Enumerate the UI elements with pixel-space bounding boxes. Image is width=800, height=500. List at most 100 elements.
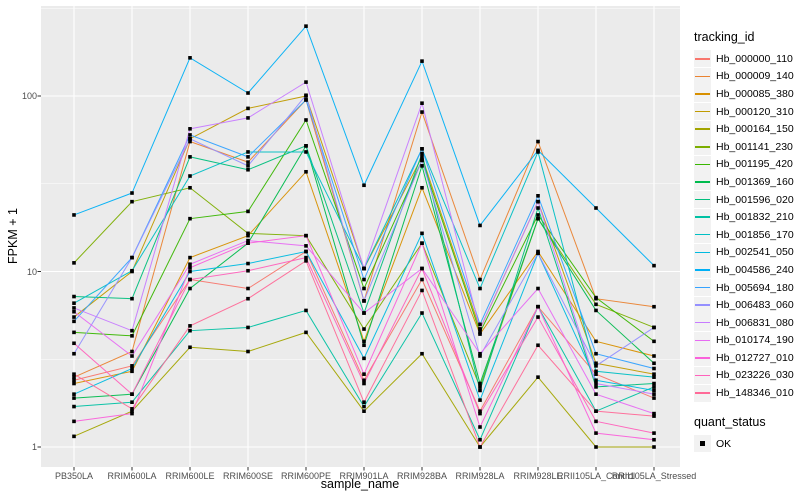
filled-square-icon — [700, 441, 705, 446]
data-point — [304, 259, 308, 263]
series-color-line-icon — [695, 339, 710, 342]
x-tick-label: RRIM901LA — [339, 471, 389, 481]
data-point — [72, 434, 76, 439]
legend-item-Hb_001369_160: Hb_001369_160 — [694, 173, 800, 191]
legend-key — [694, 314, 711, 332]
data-point — [420, 110, 424, 114]
data-point — [72, 378, 76, 383]
data-point — [536, 343, 540, 348]
data-point — [594, 369, 598, 374]
data-point — [536, 375, 540, 379]
data-point — [188, 137, 192, 141]
data-point — [594, 361, 598, 366]
data-point — [188, 255, 192, 260]
legend-key — [694, 349, 711, 367]
data-point — [652, 414, 656, 418]
data-point — [130, 354, 134, 358]
data-point — [478, 327, 482, 331]
data-point — [72, 213, 76, 217]
legend-key — [694, 120, 711, 138]
data-point — [188, 269, 192, 274]
data-point — [304, 255, 308, 260]
legend-item-label: Hb_001141_230 — [716, 140, 793, 153]
data-point — [362, 339, 366, 344]
data-point — [72, 372, 76, 376]
legend-item-label: Hb_010174_190 — [716, 334, 794, 347]
data-point — [130, 255, 134, 260]
data-point — [246, 155, 250, 159]
data-point — [652, 372, 656, 376]
data-point — [420, 266, 424, 271]
data-point — [536, 199, 540, 204]
data-point — [246, 231, 250, 236]
series-color-line-icon — [695, 269, 710, 271]
data-point — [246, 325, 250, 330]
x-tick-label: RRIM600LA — [107, 471, 157, 481]
data-point — [188, 139, 192, 144]
data-point — [594, 409, 598, 413]
data-point — [72, 306, 76, 310]
data-point — [594, 392, 598, 396]
data-point — [130, 409, 134, 413]
data-point — [362, 404, 366, 409]
data-point — [130, 392, 134, 396]
data-point — [72, 381, 76, 386]
data-point — [362, 378, 366, 383]
series-color-line-icon — [695, 181, 710, 183]
data-point — [652, 411, 656, 416]
legend-item-Hb_004586_240: Hb_004586_240 — [694, 261, 800, 279]
data-point — [72, 392, 76, 396]
data-point — [304, 330, 308, 335]
data-point — [420, 288, 424, 293]
data-point — [130, 199, 134, 204]
data-point — [246, 150, 250, 154]
data-point — [594, 308, 598, 313]
legend-key — [694, 85, 711, 103]
data-point — [362, 266, 366, 271]
data-point — [478, 354, 482, 358]
data-point — [478, 445, 482, 449]
legend-item-Hb_000164_150: Hb_000164_150 — [694, 120, 800, 138]
legend-item-label: Hb_006483_060 — [716, 299, 794, 312]
x-tick-label: RRII105LA_Stressed — [611, 471, 697, 481]
legend-item-Hb_006483_060: Hb_006483_060 — [694, 296, 800, 314]
data-point — [420, 241, 424, 245]
data-point — [420, 351, 424, 356]
y-tick-label: 10 — [26, 266, 37, 277]
series-color-line-icon — [695, 251, 710, 254]
legend-item-Hb_000009_140: Hb_000009_140 — [694, 67, 800, 86]
legend-section-gap — [694, 402, 800, 415]
data-point — [130, 328, 134, 333]
data-point — [420, 158, 424, 163]
data-point — [246, 241, 250, 245]
data-point — [420, 231, 424, 236]
data-point — [72, 396, 76, 400]
data-point — [362, 277, 366, 282]
data-point — [652, 375, 656, 379]
data-point — [72, 309, 76, 314]
data-point — [130, 369, 134, 374]
x-tick-label: RRIM928LE — [513, 471, 563, 481]
data-point — [536, 148, 540, 153]
series-color-line-icon — [695, 321, 710, 324]
data-point — [188, 155, 192, 159]
x-tick-label: RRIM600PE — [280, 471, 332, 481]
series-color-line-icon — [695, 216, 710, 218]
data-point — [72, 375, 76, 379]
data-point — [536, 206, 540, 210]
legend-item-Hb_148346_010: Hb_148346_010 — [694, 384, 800, 402]
series-color-line-icon — [695, 163, 710, 166]
data-point — [478, 409, 482, 413]
data-point — [72, 319, 76, 324]
data-point — [246, 233, 250, 238]
series-color-line-icon — [695, 357, 710, 359]
data-point — [420, 311, 424, 315]
y-tick-label: 100 — [21, 91, 37, 101]
data-point — [652, 381, 656, 386]
data-point — [246, 268, 250, 273]
series-color-line-icon — [695, 93, 710, 95]
data-point — [304, 80, 308, 84]
data-point — [478, 398, 482, 402]
series-color-line-icon — [695, 110, 710, 113]
